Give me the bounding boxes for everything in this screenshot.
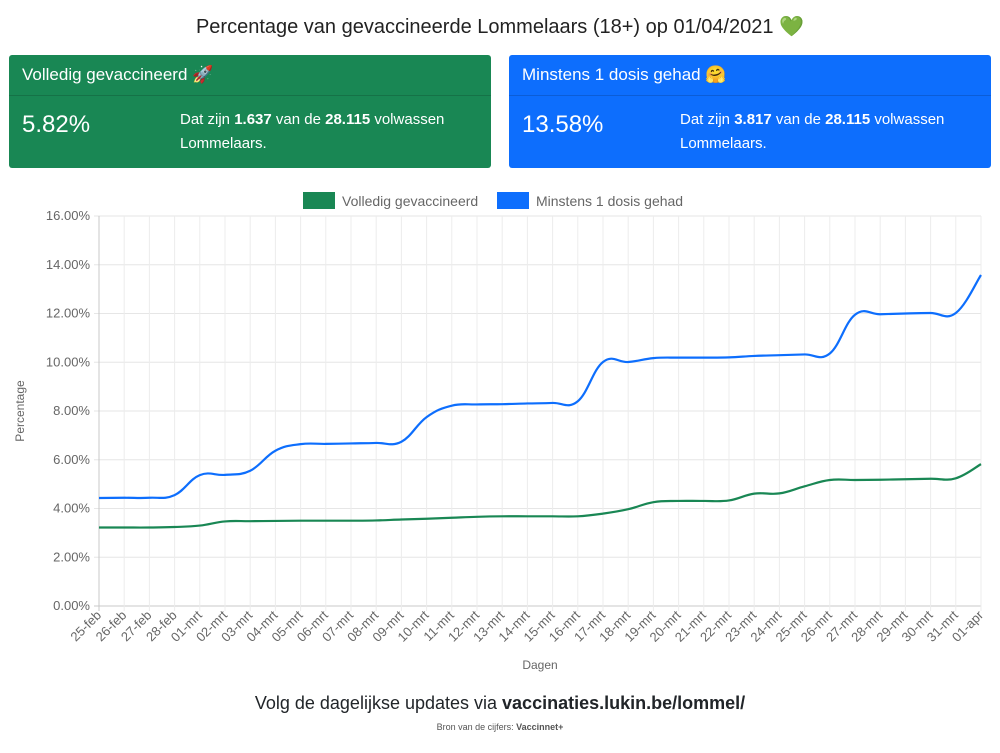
legend-swatch-minstens-1-dosis-gehad — [497, 192, 529, 209]
y-tick-label: 2.00% — [53, 549, 90, 564]
legend-label-volledig-gevaccineerd: Volledig gevaccineerd — [342, 193, 478, 209]
desc-post: volwassen Lommelaars. — [680, 111, 945, 152]
page-title: Percentage van gevaccineerde Lommelaars … — [0, 14, 1000, 39]
y-tick-label: 16.00% — [46, 208, 91, 223]
vaccination-line-chart: 0.00% 2.00% 4.00% 6.00% 8.00% 10.00% 12.00% 14.… — [13, 192, 987, 672]
page-title-text: Percentage van gevaccineerde Lommelaars … — [195, 16, 774, 38]
card-percent: 13.58% — [522, 111, 604, 138]
desc-post: volwassen Lommelaars. — [180, 111, 445, 152]
card-description: Dat zijn 1.637 van de 28.115 volwassen L… — [180, 108, 480, 156]
source-name: Vaccinnet+ — [516, 722, 564, 732]
footer-text: Volg de dagelijkse updates via — [254, 693, 503, 713]
y-tick-label: 6.00% — [53, 452, 90, 467]
source-note: Bron van de cijfers: Vaccinnet+ — [0, 722, 1000, 732]
desc-total: 28.115 — [325, 111, 371, 128]
x-axis-title: Dagen — [522, 658, 557, 672]
y-tick-label: 12.00% — [46, 306, 91, 321]
card-percent: 5.82% — [22, 111, 91, 138]
footer-updates: Volg de dagelijkse updates via vaccinati… — [0, 693, 1000, 714]
y-tick-label: 10.00% — [46, 354, 91, 369]
card-one-dose: Minstens 1 dosis gehad 🤗 13.58% Dat zijn… — [509, 55, 991, 168]
desc-mid: van de — [771, 111, 826, 128]
card-fully-vaccinated: Volledig gevaccineerd 🚀 5.82% Dat zijn 1… — [9, 55, 491, 168]
y-tick-label: 8.00% — [53, 403, 90, 418]
y-axis-title: Percentage — [13, 380, 27, 442]
desc-pre: Dat zijn — [180, 111, 235, 128]
legend-swatch-volledig-gevaccineerd — [303, 192, 335, 209]
card-header: Volledig gevaccineerd 🚀 — [9, 55, 491, 96]
series-line-minstens-1-dosis-gehad — [98, 274, 982, 500]
y-tick-label: 4.00% — [53, 501, 90, 516]
desc-count: 3.817 — [734, 111, 772, 128]
y-tick-label: 14.00% — [46, 257, 91, 272]
desc-pre: Dat zijn — [680, 111, 735, 128]
legend-label-minstens-1-dosis-gehad: Minstens 1 dosis gehad — [536, 193, 683, 209]
green-heart-icon: 💚 — [779, 16, 805, 38]
series-line-volledig-gevaccineerd — [99, 463, 982, 529]
source-label: Bron van de cijfers: — [436, 722, 517, 732]
card-description: Dat zijn 3.817 van de 28.115 volwassen L… — [680, 108, 980, 156]
y-tick-label: 0.00% — [53, 598, 90, 613]
desc-count: 1.637 — [234, 111, 272, 128]
desc-total: 28.115 — [825, 111, 871, 128]
footer-link[interactable]: vaccinaties.lukin.be/lommel/ — [502, 693, 746, 713]
card-header: Minstens 1 dosis gehad 🤗 — [509, 55, 991, 96]
desc-mid: van de — [271, 111, 326, 128]
